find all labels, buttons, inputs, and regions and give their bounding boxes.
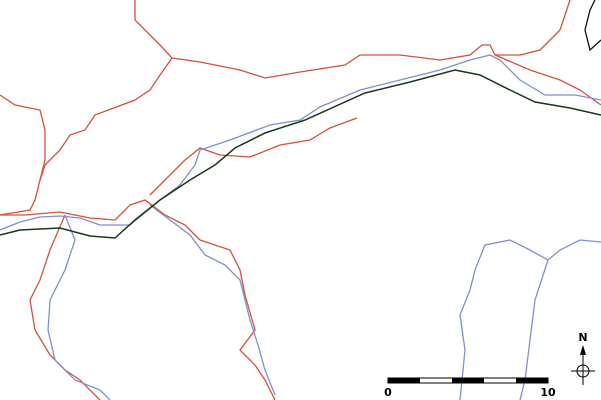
road [171, 0, 571, 79]
scale-segment [452, 378, 484, 383]
road [29, 214, 101, 400]
north-arrow: N [571, 331, 595, 385]
north-label: N [578, 331, 587, 344]
road [0, 94, 46, 181]
road [494, 54, 601, 106]
scale-bar: 0 10 [384, 377, 556, 399]
river [47, 214, 111, 400]
river [519, 259, 549, 400]
arrow-head [580, 345, 586, 355]
road [0, 199, 276, 400]
scale-label: 10 [540, 386, 556, 399]
compass-circle [576, 364, 590, 378]
river [0, 54, 601, 231]
river [149, 204, 276, 396]
scale-label: 0 [384, 386, 392, 399]
road [149, 117, 358, 196]
scale-segment [516, 378, 548, 383]
scale-segment [388, 378, 420, 383]
boundary [584, 0, 601, 52]
river [459, 239, 601, 400]
rivers [0, 54, 601, 400]
road [0, 0, 173, 216]
railway [0, 69, 601, 239]
